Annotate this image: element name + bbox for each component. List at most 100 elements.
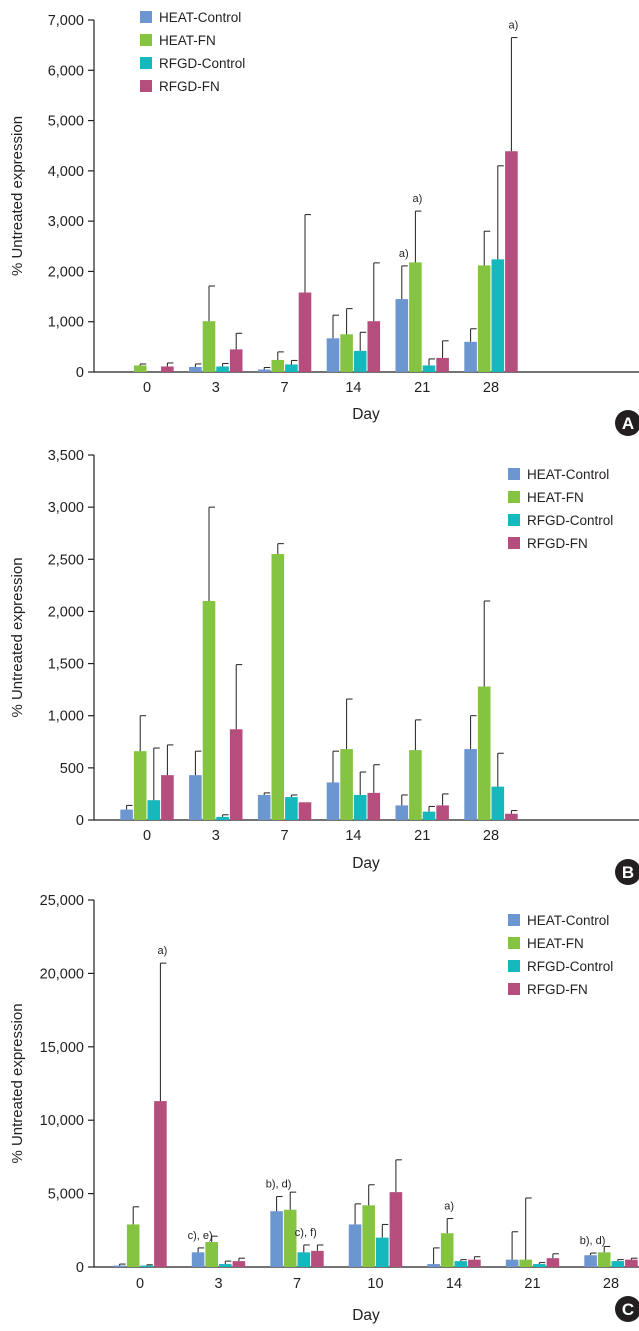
x-tick-label: 7	[281, 828, 289, 844]
legend-swatch	[140, 57, 152, 69]
x-tick-label: 3	[212, 828, 220, 844]
panel-badge-label: A	[622, 414, 634, 433]
annotation-label: a)	[509, 20, 519, 32]
bar	[140, 1265, 154, 1267]
legend-label: RFGD-FN	[159, 79, 220, 94]
x-tick-label: 28	[603, 1276, 619, 1292]
legend: HEAT-Control HEAT-FN RFGD-Control RFGD-FN	[508, 913, 613, 997]
y-tick-label: 1,000	[48, 709, 84, 725]
x-tick-label: 7	[293, 1276, 301, 1292]
annotation-label: a)	[444, 1201, 454, 1213]
bar	[133, 365, 147, 372]
legend-swatch	[140, 34, 152, 46]
y-tick-label: 2,000	[48, 264, 84, 280]
bar	[389, 1192, 403, 1267]
bar	[611, 1261, 625, 1267]
bar	[120, 809, 133, 820]
bar	[491, 786, 505, 820]
y-tick-label: 0	[76, 365, 84, 381]
x-tick-label: 3	[212, 380, 220, 396]
bar	[440, 1233, 454, 1267]
x-tick-label: 10	[367, 1276, 383, 1292]
bar	[257, 794, 271, 820]
y-axis-title: % Untreated expression	[9, 1003, 26, 1163]
bar	[219, 1264, 232, 1267]
bar	[161, 775, 174, 820]
x-tick-label: 7	[281, 380, 289, 396]
legend-label: HEAT-Control	[527, 467, 609, 482]
x-tick-label: 0	[143, 828, 151, 844]
x-tick-label: 21	[524, 1276, 540, 1292]
bar	[285, 797, 298, 820]
bar	[189, 775, 202, 820]
chart-panel-a: 0 1,000 2,000 3,000 4,000 5,000 6,000 7,000 0 3 7 1…	[9, 10, 639, 436]
bar	[271, 359, 285, 372]
x-tick-label: 0	[143, 380, 151, 396]
bar	[216, 816, 229, 820]
bar	[584, 1255, 597, 1267]
bar	[285, 364, 298, 372]
panel-badge	[615, 859, 639, 885]
bar	[232, 1261, 246, 1267]
x-tick-label: 21	[414, 380, 430, 396]
panel-badge	[615, 410, 639, 436]
bar	[597, 1252, 611, 1267]
annotation-label: b), d)	[266, 1179, 292, 1191]
legend-swatch	[508, 514, 520, 526]
legend-label: RFGD-Control	[159, 56, 245, 71]
legend-label: HEAT-FN	[159, 33, 216, 48]
bar	[427, 1264, 440, 1267]
annotation-label: a)	[413, 193, 423, 205]
bar	[505, 151, 518, 372]
bar	[353, 350, 367, 372]
legend-swatch	[140, 11, 152, 23]
bar	[477, 686, 491, 820]
bar	[191, 1252, 205, 1267]
x-tick-label: 14	[345, 828, 361, 844]
legend-label: HEAT-Control	[527, 913, 609, 928]
bar	[395, 299, 409, 372]
x-axis-title: Day	[352, 406, 380, 423]
annotation-label: b), d)	[580, 1235, 606, 1247]
bar	[271, 554, 285, 820]
bar	[326, 782, 340, 820]
bar	[533, 1264, 546, 1267]
bar	[297, 1252, 311, 1267]
x-tick-label: 3	[214, 1276, 222, 1292]
bar	[270, 1211, 283, 1267]
y-tick-label: 15,000	[40, 1040, 84, 1056]
bar	[154, 1101, 167, 1267]
y-tick-label: 10,000	[40, 1113, 84, 1129]
legend-swatch	[508, 491, 520, 503]
y-tick-label: 4,000	[48, 164, 84, 180]
x-axis-title: Day	[352, 855, 380, 872]
bar	[205, 1242, 218, 1267]
bar	[202, 601, 216, 820]
x-tick-label: 14	[345, 380, 361, 396]
y-tick-label: 3,500	[48, 448, 84, 464]
bar	[436, 805, 449, 820]
legend-swatch	[140, 80, 152, 92]
y-tick-label: 0	[76, 1260, 84, 1276]
y-tick-label: 1,500	[48, 657, 84, 673]
legend-swatch	[508, 937, 520, 949]
bar	[454, 1261, 468, 1267]
bar	[477, 265, 491, 372]
legend-swatch	[508, 960, 520, 972]
bar	[464, 341, 477, 372]
bar	[468, 1259, 481, 1267]
bar	[326, 338, 340, 372]
x-tick-label: 14	[446, 1276, 462, 1292]
bar	[298, 802, 312, 820]
y-tick-label: 500	[60, 761, 84, 777]
bar	[519, 1259, 532, 1267]
y-tick-label: 0	[76, 813, 84, 829]
bar	[464, 749, 477, 820]
y-tick-label: 25,000	[40, 893, 84, 909]
legend: HEAT-Control HEAT-FN RFGD-Control RFGD-FN	[508, 467, 613, 551]
chart-panel-b: 0 500 1,000 1,500 2,000 2,500 3,000 3,500 0 3 7 14 2…	[9, 448, 639, 885]
y-axis-title: % Untreated expression	[9, 557, 26, 717]
bar	[376, 1237, 389, 1267]
bar	[505, 813, 518, 820]
bar	[126, 1224, 140, 1267]
